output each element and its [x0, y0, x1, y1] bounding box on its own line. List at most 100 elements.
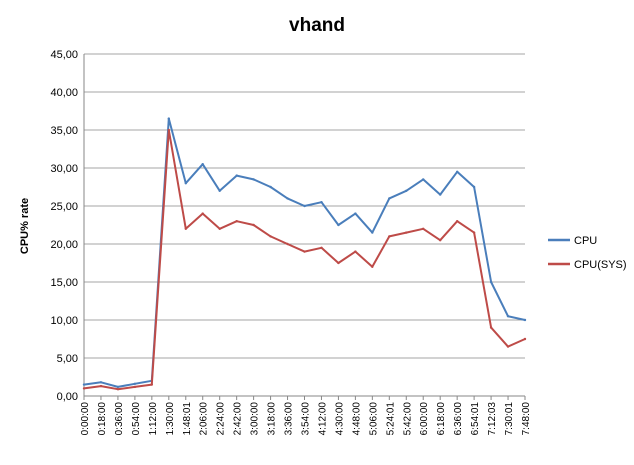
y-tick-label: 25,00 — [50, 201, 78, 213]
data-point — [405, 189, 408, 192]
data-point — [456, 170, 459, 173]
x-tick-label: 7:48:00 — [521, 402, 532, 436]
y-tick-label: 45,00 — [50, 49, 78, 61]
data-point — [523, 337, 527, 341]
data-point — [388, 197, 391, 200]
data-point — [235, 174, 238, 177]
data-point — [116, 385, 120, 389]
data-point — [371, 231, 374, 234]
data-point — [184, 227, 187, 230]
x-tick-label: 6:00:00 — [419, 402, 430, 436]
data-point — [371, 265, 374, 268]
data-point — [167, 128, 170, 132]
data-point — [82, 387, 86, 390]
data-point — [99, 384, 103, 388]
data-point — [523, 318, 527, 322]
y-tick-label: 5,00 — [57, 353, 78, 365]
data-point — [150, 383, 153, 386]
data-point — [252, 223, 255, 227]
y-tick-label: 30,00 — [50, 163, 78, 175]
x-tick-label: 7:30:01 — [504, 402, 515, 436]
x-tick-label: 4:12:00 — [317, 402, 328, 436]
x-tick-label: 6:54:01 — [470, 402, 481, 436]
x-axis-ticks: 0:00:00 0:18:00 0:36:00 0:54:00 1:12:00 1:30:… — [80, 396, 532, 435]
x-tick-label: 6:18:00 — [436, 402, 447, 436]
x-tick-label: 3:36:00 — [284, 402, 295, 436]
x-tick-label: 7:12:03 — [487, 402, 498, 436]
data-point — [439, 239, 442, 242]
data-point — [201, 212, 204, 215]
x-tick-label: 4:30:00 — [334, 402, 345, 436]
data-point — [218, 189, 221, 192]
data-point — [218, 227, 221, 230]
data-point — [405, 231, 408, 234]
data-point — [252, 178, 255, 181]
x-tick-label: 5:24:01 — [385, 402, 396, 436]
data-point — [303, 250, 306, 253]
data-point — [286, 197, 289, 200]
y-tick-label: 20,00 — [50, 239, 78, 251]
series-line-2 — [83, 129, 526, 391]
x-tick-label: 2:06:00 — [199, 402, 210, 436]
data-point — [82, 383, 86, 386]
data-point — [269, 235, 272, 238]
data-point — [354, 250, 357, 253]
legend-label: CPU(SYS) — [574, 259, 627, 271]
data-point — [506, 315, 510, 318]
gridlines — [83, 53, 525, 397]
legend-label: CPU — [574, 235, 597, 247]
chart-title: vhand — [289, 15, 345, 36]
data-point — [472, 231, 476, 234]
data-point — [337, 223, 340, 227]
x-tick-label: 3:00:00 — [250, 402, 261, 436]
x-tick-label: 0:18:00 — [97, 402, 108, 436]
data-point — [320, 246, 323, 249]
x-tick-label: 0:54:00 — [131, 402, 142, 436]
data-point — [489, 280, 493, 284]
data-point — [320, 201, 323, 204]
y-tick-label: 0,00 — [57, 391, 78, 403]
data-point — [303, 204, 306, 208]
x-tick-label: 1:30:00 — [165, 402, 176, 436]
data-point — [201, 163, 204, 166]
series-lines — [82, 117, 527, 391]
x-tick-label: 3:54:00 — [301, 402, 312, 436]
y-axis-ticks: 0,00 5,00 10,00 15,00 20,00 25,00 30,00 35,00 40… — [50, 49, 78, 403]
data-point — [388, 235, 391, 238]
data-point — [489, 326, 493, 329]
x-tick-label: 0:00:00 — [80, 402, 91, 436]
x-tick-label: 2:24:00 — [216, 402, 227, 436]
x-tick-label: 2:42:00 — [233, 402, 244, 436]
data-point — [99, 381, 103, 384]
data-point — [269, 185, 272, 189]
data-point — [456, 220, 459, 223]
x-tick-label: 3:18:00 — [267, 402, 278, 436]
x-tick-label: 0:36:00 — [114, 402, 125, 436]
data-point — [133, 385, 137, 389]
data-point — [235, 220, 238, 223]
y-tick-label: 40,00 — [50, 87, 78, 99]
x-tick-label: 1:12:00 — [148, 402, 159, 436]
data-point — [133, 382, 137, 385]
data-point — [506, 345, 510, 348]
y-tick-label: 15,00 — [50, 277, 78, 289]
x-tick-label: 5:42:00 — [402, 402, 413, 436]
data-point — [422, 178, 425, 181]
legend: CPU CPU(SYS) — [548, 235, 627, 271]
data-point — [167, 117, 170, 120]
x-tick-label: 1:48:01 — [182, 402, 193, 436]
data-point — [184, 182, 187, 185]
data-point — [116, 388, 120, 391]
data-point — [354, 212, 357, 215]
data-point — [472, 185, 476, 189]
y-axis-label: CPU% rate — [19, 198, 31, 254]
data-point — [286, 242, 289, 246]
data-point — [439, 193, 442, 196]
x-tick-label: 5:06:00 — [368, 402, 379, 436]
data-point — [337, 261, 340, 265]
data-point — [422, 227, 425, 230]
x-tick-label: 4:48:00 — [351, 402, 362, 436]
y-tick-label: 35,00 — [50, 125, 78, 137]
